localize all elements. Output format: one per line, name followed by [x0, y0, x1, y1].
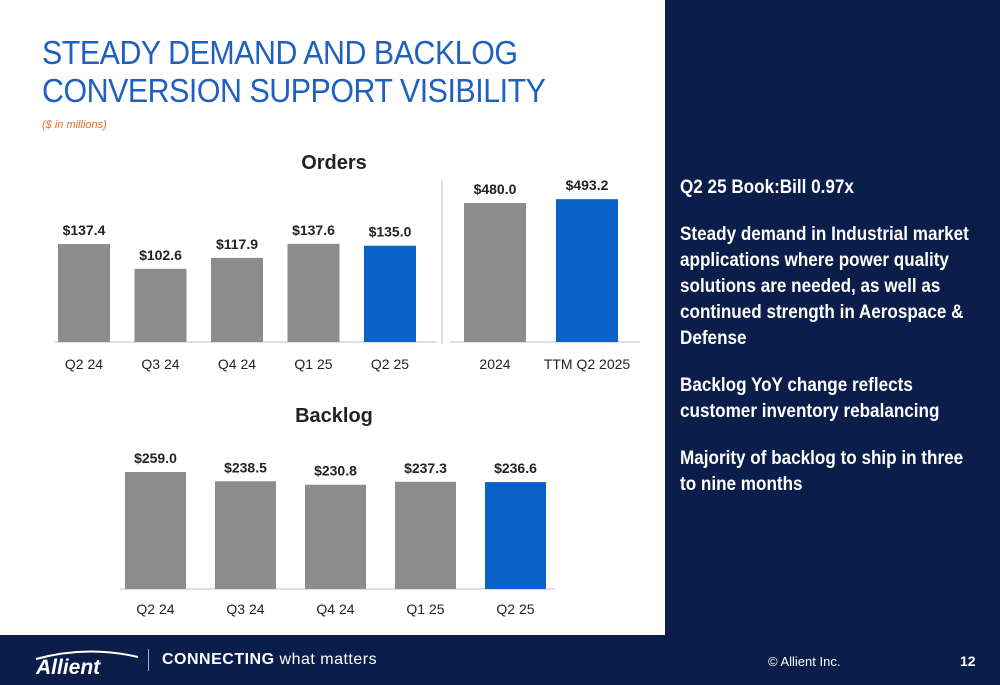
backlog-category-label-3: Q1 25 [406, 601, 444, 617]
orders-value-label-4: $135.0 [369, 224, 412, 240]
backlog-category-label-4: Q2 25 [496, 601, 534, 617]
copyright-text: © Allient Inc. [768, 654, 841, 669]
bullet-book-bill: Q2 25 Book:Bill 0.97x [680, 177, 854, 198]
backlog-chart: $259.0 Q2 24 $238.5 Q3 24 $230.8 Q4 24 $237.3 Q… [120, 450, 555, 617]
orders-value-label-0: $137.4 [63, 222, 106, 238]
orders-category-label-1: Q3 24 [141, 356, 179, 372]
summary-panel [665, 0, 1000, 635]
backlog-bar-3 [395, 481, 456, 589]
summary-bullets: Q2 25 Book:Bill 0.97x Steady demand in I… [680, 175, 980, 519]
orders-bar-0 [58, 244, 110, 342]
backlog-category-label-1: Q3 24 [226, 601, 264, 617]
orders-bar-2 [211, 257, 263, 342]
backlog-bar-0 [125, 472, 186, 589]
annual-bar-1 [556, 199, 618, 342]
orders-bar-4 [364, 245, 416, 342]
backlog-chart-title: Backlog [295, 405, 373, 427]
backlog-value-label-3: $237.3 [404, 460, 447, 476]
orders-category-label-2: Q4 24 [218, 356, 256, 372]
annual-category-label-1: TTM Q2 2025 [544, 356, 631, 372]
orders-chart-title: Orders [301, 152, 367, 174]
orders-annual-chart: $480.0 2024 $493.2 TTM Q2 2025 [450, 177, 640, 372]
orders-bar-3 [287, 243, 340, 342]
orders-category-label-0: Q2 24 [65, 356, 103, 372]
allient-logo: Allient [35, 650, 139, 677]
backlog-value-label-2: $230.8 [314, 463, 357, 479]
backlog-value-label-4: $236.6 [494, 460, 537, 476]
backlog-value-label-1: $238.5 [224, 459, 267, 475]
orders-category-label-4: Q2 25 [371, 356, 409, 372]
page-number: 12 [960, 653, 976, 669]
orders-category-label-3: Q1 25 [294, 356, 332, 372]
orders-bar-1 [134, 268, 187, 342]
orders-value-label-3: $137.6 [292, 222, 335, 238]
logo-text: Allient [35, 656, 101, 677]
footer-separator [148, 649, 149, 671]
footer-bar: Allient CONNECTING what matters © Allien… [0, 635, 1000, 685]
annual-category-label-0: 2024 [479, 356, 510, 372]
slide-title: STEADY DEMAND AND BACKLOG CONVERSION SUP… [42, 34, 546, 109]
backlog-bar-2 [305, 484, 366, 589]
backlog-category-label-2: Q4 24 [316, 601, 354, 617]
charts-canvas: Orders Backlog $137.4 Q2 24 $102.6 Q3 24 $11… [54, 152, 640, 617]
backlog-category-label-0: Q2 24 [136, 601, 174, 617]
backlog-bar-4 [485, 482, 546, 589]
tagline-bold: CONNECTING [162, 651, 275, 668]
backlog-bar-1 [215, 481, 276, 589]
backlog-value-label-0: $259.0 [134, 450, 177, 466]
orders-quarterly-chart: $137.4 Q2 24 $102.6 Q3 24 $117.9 Q4 24 $137.6 Q… [54, 222, 437, 372]
slide-subtitle: ($ in millions) [42, 119, 107, 131]
orders-value-label-1: $102.6 [139, 247, 182, 263]
bullet-steady-demand: Steady demand in Industrial market appli… [680, 224, 969, 349]
bullet-backlog-shipping: Majority of backlog to ship in three to … [680, 448, 964, 495]
footer-tagline: CONNECTING what matters [162, 651, 377, 669]
annual-value-label-0: $480.0 [474, 181, 517, 197]
annual-bar-0 [464, 203, 526, 342]
orders-value-label-2: $117.9 [216, 236, 258, 252]
bullet-backlog-change: Backlog YoY change reflects customer inv… [680, 375, 940, 422]
annual-value-label-1: $493.2 [566, 177, 609, 193]
tagline-rest: what matters [274, 651, 378, 668]
